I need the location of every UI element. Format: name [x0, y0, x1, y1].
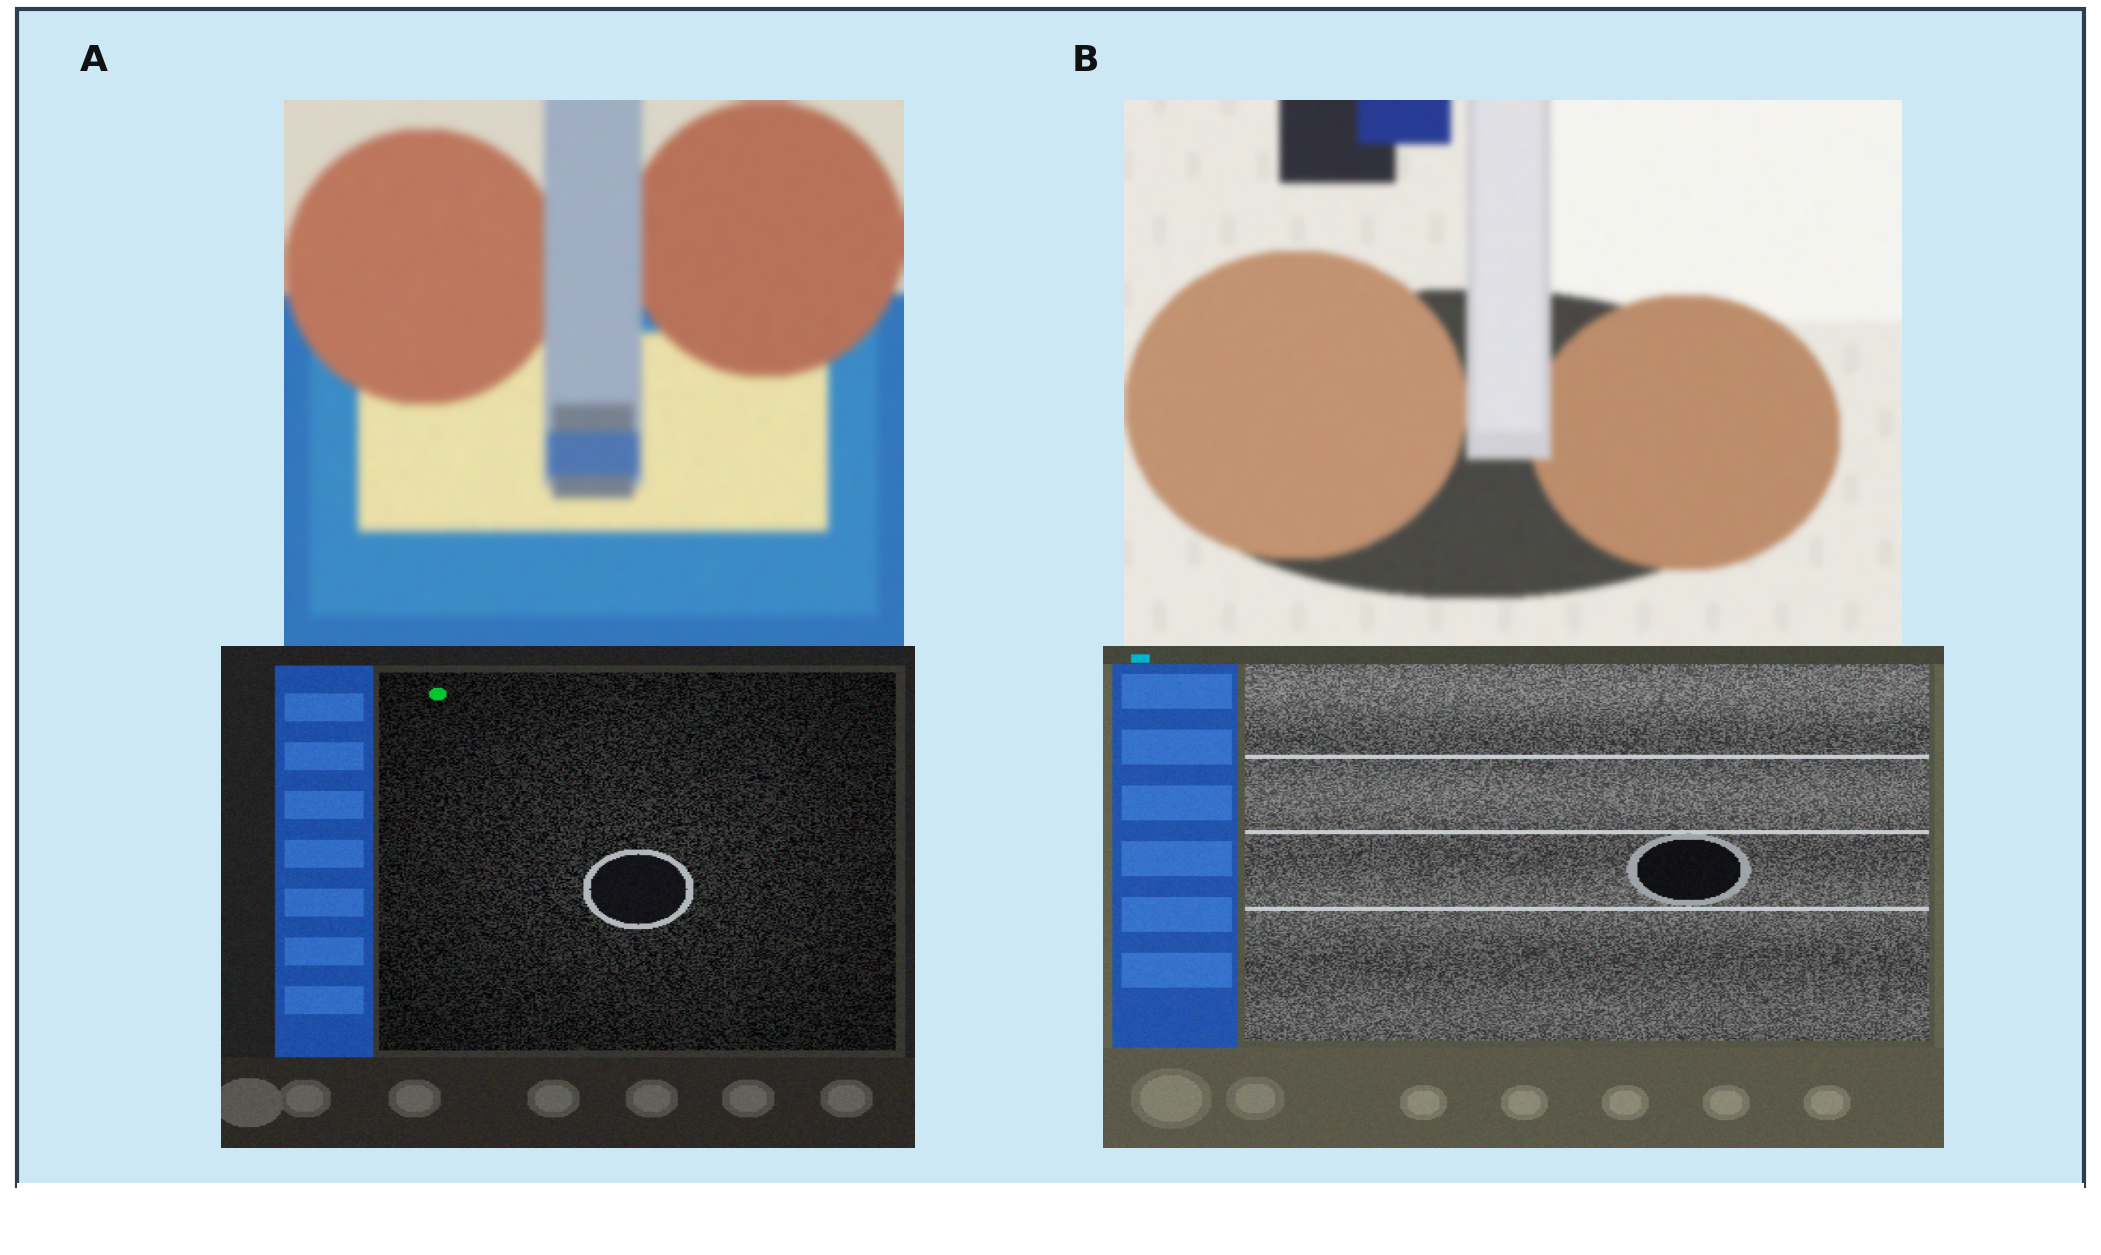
Text: A: A	[80, 44, 107, 78]
Bar	[17, 1183, 2084, 1255]
Text: B: B	[1072, 44, 1099, 78]
FancyBboxPatch shape	[17, 9, 2084, 1186]
